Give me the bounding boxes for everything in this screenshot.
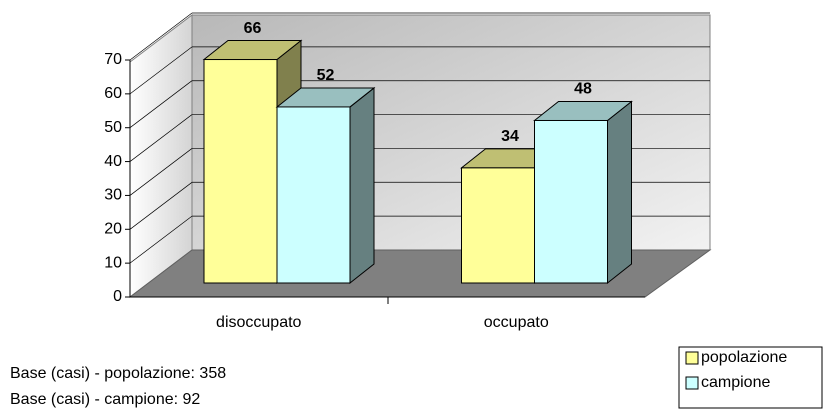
note: Base (casi) - campione: 92: [10, 391, 200, 408]
legend-swatch: [685, 351, 699, 365]
grid-line: [129, 215, 193, 264]
data-label: 48: [574, 81, 592, 98]
bars: [202, 39, 633, 285]
data-label: 52: [317, 67, 335, 84]
bar: [276, 106, 351, 284]
x-tick-label: disoccupato: [216, 314, 301, 331]
data-label: 34: [501, 128, 519, 145]
grid-line: [129, 148, 193, 196]
y-tick-label: 0: [113, 288, 122, 305]
y-tick-label: 30: [104, 187, 122, 204]
bar: [203, 59, 278, 284]
y-tick-label: 10: [104, 254, 122, 271]
grid-line: [129, 114, 193, 162]
grid-line: [129, 12, 193, 61]
data-label: 66: [244, 20, 262, 37]
y-tick-label: 70: [104, 51, 122, 68]
bar-side: [349, 86, 375, 285]
bar: [534, 119, 608, 284]
grid-line: [129, 46, 193, 95]
y-tick-label: 60: [104, 85, 122, 102]
y-tick-label: 50: [104, 119, 122, 136]
grid-line: [129, 182, 193, 230]
y-tick-label: 40: [104, 153, 122, 170]
legend-swatch: [685, 376, 699, 390]
x-tick-label: occupato: [484, 314, 549, 331]
side-wall: [129, 13, 193, 299]
note: Base (casi) - popolazione: 358: [10, 365, 226, 382]
grid-line: [129, 80, 193, 128]
bar: [461, 167, 535, 284]
y-tick-label: 20: [104, 221, 122, 238]
legend-label: campione: [701, 374, 770, 391]
legend-label: popolazione: [701, 349, 787, 366]
bar-side: [607, 100, 632, 285]
legend: [678, 346, 823, 409]
